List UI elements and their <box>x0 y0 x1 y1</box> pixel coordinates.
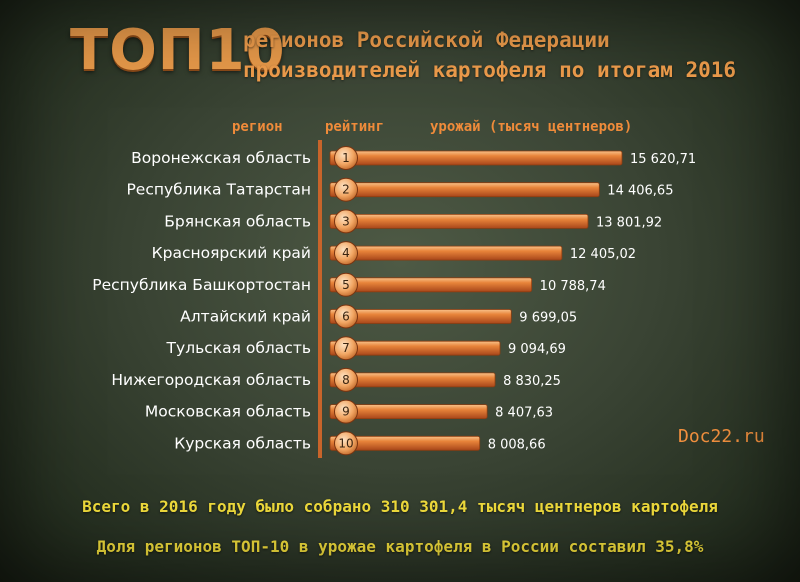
rank-number: 3 <box>342 214 350 228</box>
rank-badge <box>334 241 358 266</box>
category-label: Республика Татарстан <box>126 181 311 199</box>
rank-badge <box>334 367 358 392</box>
value-label: 15 620,71 <box>630 152 696 167</box>
rank-badge <box>334 336 358 361</box>
rank-rail <box>318 140 322 458</box>
footer-share: Доля регионов ТОП-10 в урожае картофеля … <box>96 537 704 556</box>
category-label: Тульская область <box>166 339 311 357</box>
footer-total: Всего в 2016 году было собрано 310 301,4… <box>82 497 718 516</box>
value-label: 14 406,65 <box>607 184 673 199</box>
bar <box>329 372 496 388</box>
rank-number: 8 <box>342 373 350 387</box>
category-label: Курская область <box>174 434 311 452</box>
bar <box>329 213 589 229</box>
rank-number: 1 <box>342 151 350 165</box>
rank-badge <box>334 146 358 170</box>
category-label: Брянская область <box>164 212 311 230</box>
big-title: ТОП10 <box>70 18 286 83</box>
category-label: Нижегородская область <box>111 371 311 389</box>
rank-badge <box>334 399 358 424</box>
bar <box>329 435 481 451</box>
category-label: Воронежская область <box>131 149 311 167</box>
rank-number: 7 <box>342 341 350 355</box>
column-header-rank: рейтинг <box>325 119 385 135</box>
rank-badge <box>334 177 358 202</box>
value-label: 8 830,25 <box>503 374 561 389</box>
rank-number: 6 <box>342 310 350 324</box>
bar <box>329 340 501 356</box>
rank-badge <box>334 272 358 297</box>
subtitle-line-1: регионов Российской Федерации <box>243 28 610 52</box>
category-label: Алтайский край <box>180 308 311 326</box>
bar <box>329 309 512 324</box>
category-label: Республика Башкортостан <box>92 276 311 294</box>
rank-number: 5 <box>342 278 350 292</box>
category-label: Красноярский край <box>152 244 311 262</box>
value-label: 13 801,92 <box>596 215 662 230</box>
column-header-region: регион <box>232 119 283 135</box>
rank-number: 2 <box>342 183 350 197</box>
column-header-yield: урожай (тысяч центнеров) <box>430 119 633 135</box>
value-label: 12 405,02 <box>570 247 636 262</box>
rank-badge <box>334 431 358 456</box>
bar <box>329 150 623 166</box>
subtitle-line-2: производителей картофеля по итогам 2016 <box>243 58 737 82</box>
value-label: 10 788,74 <box>540 279 606 294</box>
category-label: Московская область <box>145 403 311 421</box>
value-label: 9 094,69 <box>508 342 566 357</box>
value-label: 8 008,66 <box>488 437 546 452</box>
rank-number: 10 <box>338 436 353 450</box>
bar <box>329 182 600 198</box>
bar <box>329 404 488 420</box>
rank-badge <box>334 304 358 329</box>
value-label: 9 699,05 <box>519 311 577 326</box>
watermark: Doc22.ru <box>678 426 765 447</box>
rank-badge <box>334 209 358 234</box>
value-label: 8 407,63 <box>495 406 553 421</box>
rank-number: 4 <box>342 246 350 260</box>
bar <box>329 245 563 261</box>
rank-number: 9 <box>342 405 350 419</box>
bar <box>329 277 533 293</box>
